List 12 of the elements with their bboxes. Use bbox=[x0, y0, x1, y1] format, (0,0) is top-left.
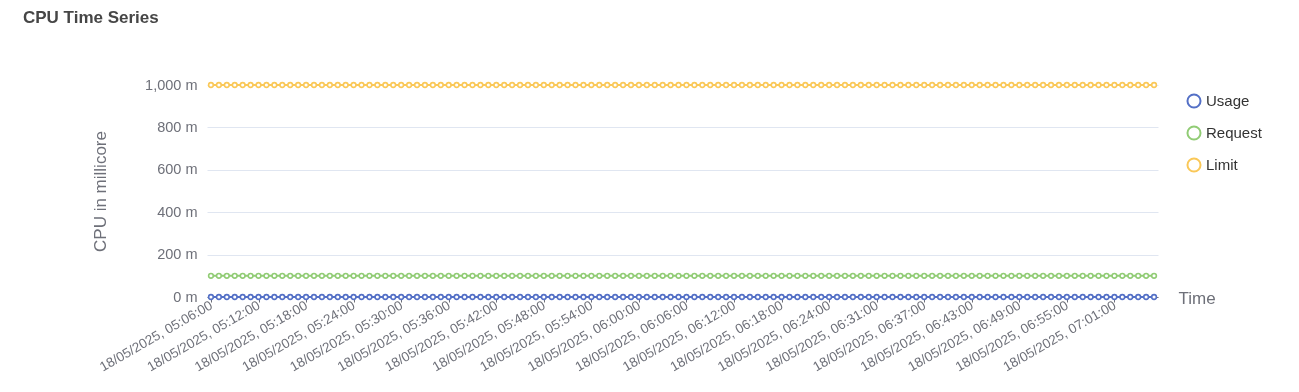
y-tick-label: 0 m bbox=[173, 288, 198, 305]
y-tick-label: 600 m bbox=[157, 161, 198, 178]
legend-label: Usage bbox=[1206, 92, 1250, 109]
legend-label: Limit bbox=[1206, 156, 1239, 173]
y-tick-label: 200 m bbox=[157, 246, 198, 263]
y-tick-label: 400 m bbox=[157, 203, 198, 220]
legend-label: Request bbox=[1206, 124, 1263, 141]
y-tick-label: 1,000 m bbox=[145, 76, 198, 93]
y-tick-label: 800 m bbox=[157, 118, 198, 135]
chart-title: CPU Time Series bbox=[23, 8, 159, 27]
x-axis-title: Time bbox=[1178, 288, 1216, 308]
y-axis-title: CPU in millicore bbox=[91, 131, 111, 252]
